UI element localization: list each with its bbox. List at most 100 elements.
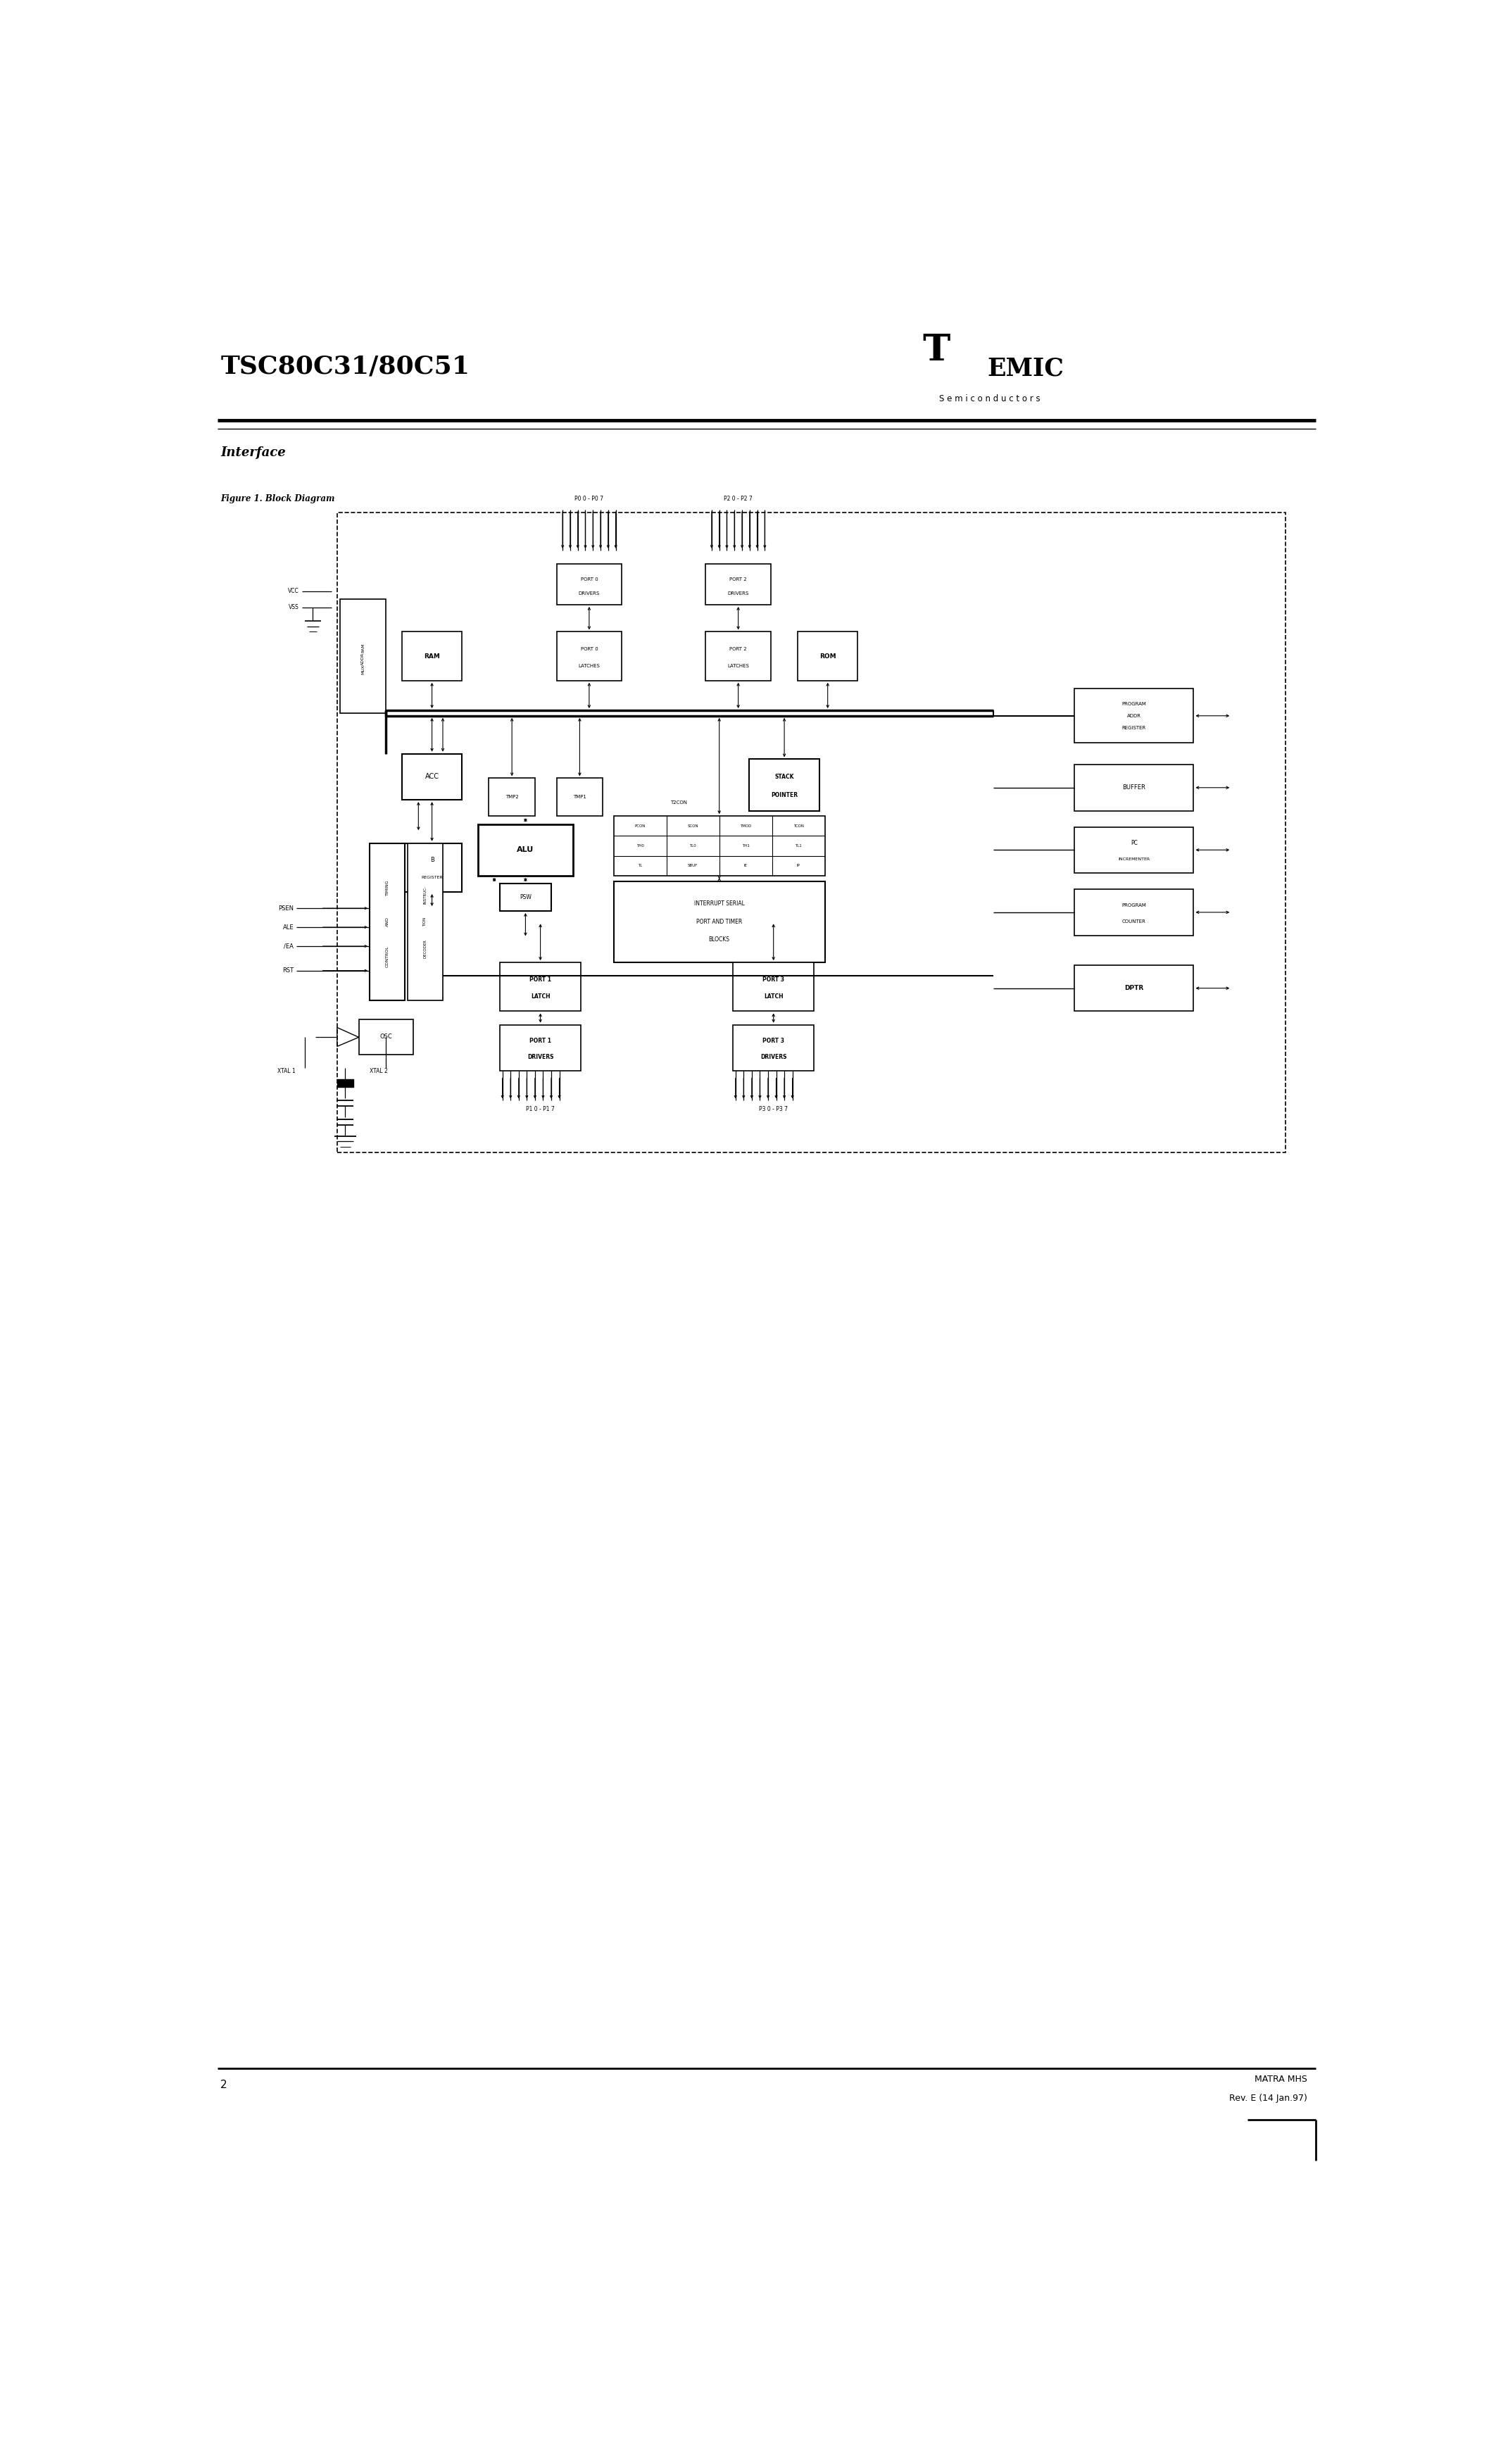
Text: PORT 2: PORT 2 (730, 646, 747, 650)
Text: RAM: RAM (361, 643, 365, 653)
Bar (557, 564, 622, 604)
Text: ADDR: ADDR (361, 653, 365, 665)
Text: REGISTER: REGISTER (1122, 724, 1146, 729)
Bar (500, 963, 580, 1010)
Text: IP: IP (797, 865, 800, 867)
Text: TL: TL (637, 865, 642, 867)
Text: P1 0 - P1 7: P1 0 - P1 7 (527, 1106, 555, 1111)
Bar (613, 816, 824, 875)
Text: TION: TION (423, 917, 426, 926)
Text: CONTROL: CONTROL (386, 946, 389, 968)
Text: DPTR: DPTR (1125, 986, 1143, 991)
Bar (402, 631, 462, 680)
Text: REGISTER: REGISTER (422, 875, 443, 880)
Text: TMOD: TMOD (741, 825, 751, 828)
Bar (1074, 828, 1194, 872)
Text: XTAL 2: XTAL 2 (370, 1067, 387, 1074)
Text: TCON: TCON (793, 825, 803, 828)
Text: PROGRAM: PROGRAM (1122, 904, 1146, 907)
Bar (337, 1079, 353, 1087)
Bar (797, 631, 857, 680)
Text: COUNTER: COUNTER (1122, 919, 1146, 924)
Text: LATCHES: LATCHES (579, 663, 600, 668)
Text: Rev. E (14 Jan.97): Rev. E (14 Jan.97) (1230, 2094, 1308, 2102)
Text: POINTER: POINTER (770, 791, 797, 798)
Bar (500, 885, 551, 912)
Text: TH0: TH0 (636, 845, 643, 848)
Bar (340, 599, 386, 712)
Text: P0 0 - P0 7: P0 0 - P0 7 (574, 495, 603, 503)
Bar (500, 1025, 580, 1072)
Text: BUFFER: BUFFER (1122, 784, 1146, 791)
Text: DECODER: DECODER (423, 939, 426, 958)
Bar (706, 631, 770, 680)
Text: ACC: ACC (425, 774, 438, 781)
Text: TMP1: TMP1 (573, 796, 586, 798)
Bar (613, 882, 824, 963)
Text: INSTRUC-: INSTRUC- (423, 887, 426, 904)
Text: PROGRAM: PROGRAM (1122, 702, 1146, 707)
Text: TL1: TL1 (794, 845, 802, 848)
Text: RST: RST (283, 968, 293, 973)
Text: IE: IE (744, 865, 748, 867)
Text: AND: AND (386, 917, 389, 926)
Bar (359, 1020, 413, 1055)
Bar (479, 823, 573, 875)
Text: PORT 1: PORT 1 (530, 1037, 552, 1045)
Bar (1074, 966, 1194, 1010)
Text: PORT 3: PORT 3 (763, 976, 784, 983)
Bar (1074, 687, 1194, 744)
Text: PCON: PCON (634, 825, 645, 828)
Text: 2: 2 (220, 2080, 227, 2089)
Text: PORT 0: PORT 0 (580, 577, 598, 582)
Text: TL0: TL0 (690, 845, 696, 848)
Text: B: B (429, 857, 434, 862)
Text: P2 0 - P2 7: P2 0 - P2 7 (724, 495, 752, 503)
Text: TIMING: TIMING (386, 880, 389, 894)
Text: /EA: /EA (284, 944, 293, 949)
Text: STACK: STACK (775, 774, 794, 781)
Text: VCC: VCC (289, 589, 299, 594)
Text: PORT 3: PORT 3 (763, 1037, 784, 1045)
Text: PORT 0: PORT 0 (580, 646, 598, 650)
Bar (402, 843, 462, 892)
Text: TSC80C31/80C51: TSC80C31/80C51 (220, 355, 470, 377)
Text: Figure 1. Block Diagram: Figure 1. Block Diagram (220, 495, 335, 503)
Text: ADDR: ADDR (1126, 715, 1141, 717)
Text: XTAL 1: XTAL 1 (277, 1067, 296, 1074)
Text: LATCH: LATCH (531, 993, 551, 1000)
Bar (706, 564, 770, 604)
Bar (749, 759, 820, 811)
Text: VSS: VSS (289, 604, 299, 611)
Text: PSW: PSW (519, 894, 531, 899)
Text: EMIC: EMIC (987, 357, 1064, 382)
Text: INTERRUPT SERIAL: INTERRUPT SERIAL (694, 902, 745, 907)
Text: S e m i c o n d u c t o r s: S e m i c o n d u c t o r s (939, 394, 1040, 404)
Text: Interface: Interface (220, 446, 286, 458)
Bar (1074, 890, 1194, 936)
Bar (370, 843, 405, 1000)
Bar (1074, 764, 1194, 811)
Bar (733, 1025, 814, 1072)
Text: PSEN: PSEN (278, 904, 293, 912)
Text: SBUF: SBUF (688, 865, 697, 867)
Text: MATRA MHS: MATRA MHS (1255, 2075, 1308, 2085)
Bar (557, 779, 603, 816)
Bar (337, 513, 1285, 1153)
Bar (489, 779, 536, 816)
Text: BLOCKS: BLOCKS (709, 936, 730, 944)
Text: P3 0 - P3 7: P3 0 - P3 7 (758, 1106, 788, 1111)
Text: ALE: ALE (283, 924, 293, 931)
Text: OSC: OSC (380, 1035, 392, 1040)
Bar (733, 963, 814, 1010)
Text: T2CON: T2CON (670, 801, 687, 806)
Text: T: T (923, 333, 950, 367)
Text: LATCH: LATCH (764, 993, 784, 1000)
Text: PORT 2: PORT 2 (730, 577, 747, 582)
Text: PC: PC (1131, 840, 1137, 845)
Text: INCREMENTER: INCREMENTER (1118, 857, 1150, 860)
Text: DRIVERS: DRIVERS (727, 591, 749, 596)
Bar (407, 843, 443, 1000)
Text: TMP2: TMP2 (506, 796, 519, 798)
Text: SCON: SCON (687, 825, 699, 828)
